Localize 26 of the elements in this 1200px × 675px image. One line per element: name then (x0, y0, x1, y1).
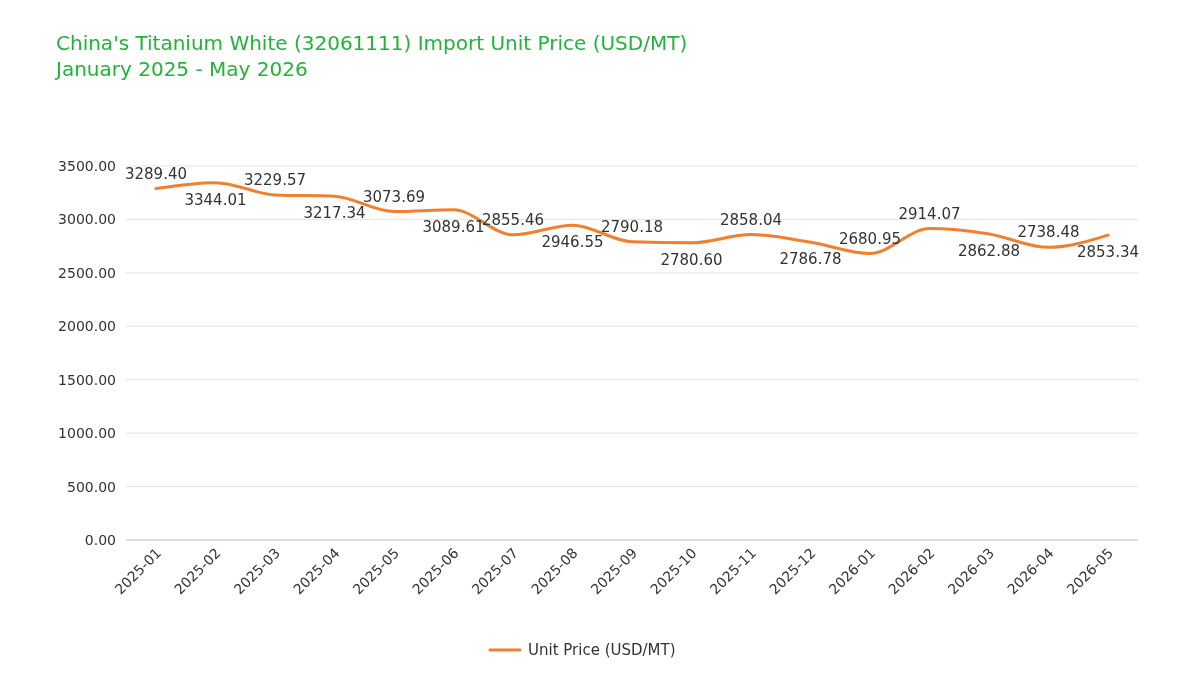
y-tick-label: 500.00 (67, 478, 116, 495)
data-label: 2862.88 (957, 242, 1021, 261)
data-label: 3344.01 (184, 190, 247, 209)
chart-title: China's Titanium White (32061111) Import Unit Price (USD/MT) (56, 31, 688, 55)
y-tick-label: 3000.00 (58, 211, 116, 228)
data-label: 2914.07 (898, 204, 961, 223)
data-label: 2780.60 (660, 250, 723, 269)
y-tick-label: 1000.00 (58, 425, 116, 442)
y-tick-label: 2500.00 (58, 264, 116, 281)
data-label: 2786.78 (779, 250, 842, 269)
data-label: 3229.57 (243, 170, 307, 189)
data-label: 3073.69 (362, 187, 426, 206)
data-label: 3217.34 (303, 204, 366, 223)
data-label: 2680.95 (838, 229, 902, 248)
y-tick-label: 1500.00 (58, 371, 116, 388)
data-label: 2790.18 (600, 217, 664, 236)
data-label: 3289.40 (124, 164, 188, 183)
data-label: 2738.48 (1017, 223, 1080, 242)
y-tick-label: 2000.00 (58, 318, 116, 335)
legend-label: Unit Price (USD/MT) (528, 641, 676, 659)
y-tick-label: 3500.00 (58, 158, 116, 174)
data-label: 2853.34 (1076, 243, 1140, 262)
data-label: 2946.55 (541, 233, 604, 252)
data-label: 2858.04 (719, 210, 783, 229)
y-tick-label: 0.00 (84, 532, 116, 548)
chart-subtitle: January 2025 - May 2026 (54, 57, 308, 81)
